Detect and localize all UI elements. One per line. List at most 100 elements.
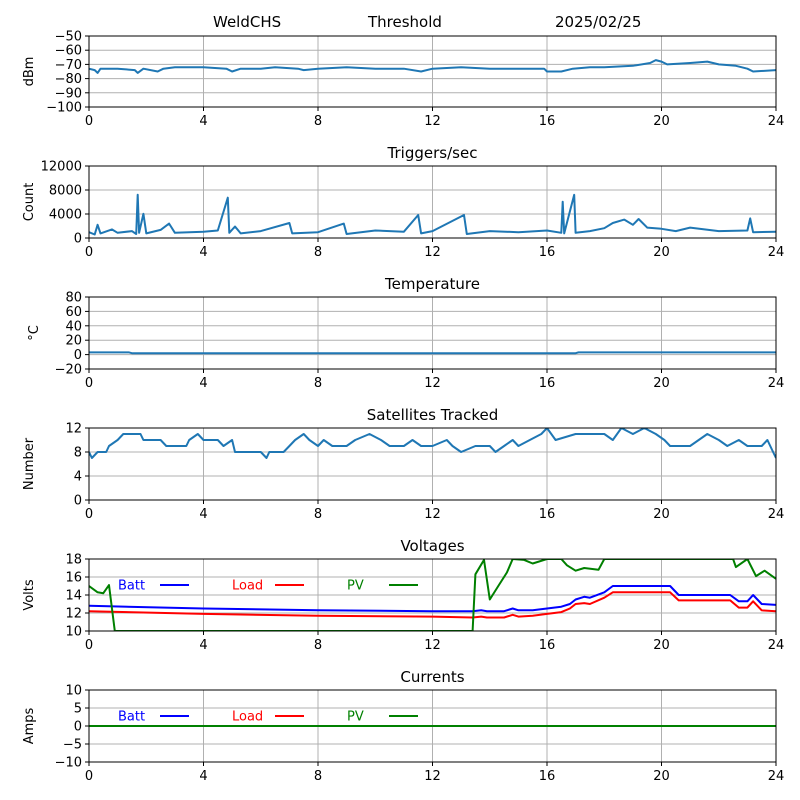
x-tick-label: 8: [314, 376, 322, 391]
y-tick-label: 5: [74, 702, 82, 717]
x-tick-label: 16: [539, 114, 556, 129]
x-tick-label: 16: [539, 638, 556, 653]
y-tick-label: 0: [74, 232, 82, 247]
panel-title: Temperature: [384, 275, 480, 293]
x-tick-label: 24: [768, 638, 785, 653]
series-line: [89, 428, 776, 459]
y-tick-label: 0: [74, 720, 82, 735]
y-axis-label: Number: [22, 437, 37, 490]
x-tick-label: 0: [85, 507, 93, 522]
x-tick-label: 20: [653, 769, 670, 784]
x-tick-label: 12: [424, 245, 441, 260]
y-tick-label: 60: [65, 305, 82, 320]
x-tick-label: 20: [653, 245, 670, 260]
series-line: [89, 59, 776, 74]
x-tick-label: 12: [424, 769, 441, 784]
header-date: 2025/02/25: [555, 13, 641, 31]
panel-title: Satellites Tracked: [367, 406, 498, 424]
y-tick-label: −70: [55, 58, 82, 73]
y-tick-label: −5: [63, 738, 82, 753]
series-line: [89, 193, 776, 236]
y-tick-label: 18: [65, 553, 82, 568]
panel-6: 0 4 8 12 16 20 24 −10 −5 0 5 10 Currents Amps Batt Load…: [22, 668, 784, 784]
y-tick-label: 10: [65, 625, 82, 640]
panel-2: 0 4 8 12 16 20 24 0 4000 8000 12000 Triggers/sec Cou…: [22, 144, 784, 260]
plot-frame: [88, 427, 777, 501]
y-tick-label: −100: [46, 101, 82, 116]
y-tick-label: 8: [74, 446, 82, 461]
x-tick-label: 24: [768, 376, 785, 391]
y-tick-label: 12000: [41, 160, 82, 175]
y-axis-label: dBm: [22, 57, 37, 87]
y-tick-label: 0: [74, 348, 82, 363]
header-mode: Threshold: [367, 13, 442, 31]
legend-label: Batt: [118, 579, 145, 594]
panel-5: 0 4 8 12 16 20 24 10 12 14 16 18 Voltages Volts Batt Lo…: [22, 537, 784, 653]
x-tick-label: 8: [314, 245, 322, 260]
x-tick-label: 24: [768, 114, 785, 129]
x-tick-label: 12: [424, 114, 441, 129]
series-line-batt: [89, 585, 776, 613]
x-tick-label: 8: [314, 769, 322, 784]
legend-label: PV: [347, 579, 364, 594]
x-tick-label: 0: [85, 638, 93, 653]
y-tick-label: 40: [65, 319, 82, 334]
panel-title: Triggers/sec: [387, 144, 478, 162]
x-tick-label: 20: [653, 114, 670, 129]
y-tick-label: 12: [65, 422, 82, 437]
y-axis-label: °C: [27, 325, 42, 341]
series-line: [89, 351, 776, 355]
legend-label: Batt: [118, 710, 145, 725]
x-tick-label: 8: [314, 638, 322, 653]
x-tick-label: 0: [85, 114, 93, 129]
x-tick-label: 8: [314, 507, 322, 522]
x-tick-label: 24: [768, 507, 785, 522]
x-tick-label: 20: [653, 376, 670, 391]
y-tick-label: 14: [65, 589, 82, 604]
panel-4: 0 4 8 12 16 20 24 0 4 8 12 Satellites Tracked Number: [22, 406, 784, 522]
x-tick-label: 4: [199, 638, 207, 653]
plot-frame: [88, 689, 777, 763]
y-tick-label: 8000: [49, 184, 82, 199]
y-tick-label: 80: [65, 291, 82, 306]
plot-frame: [88, 558, 777, 632]
x-tick-label: 16: [539, 507, 556, 522]
x-tick-label: 12: [424, 507, 441, 522]
x-tick-label: 0: [85, 376, 93, 391]
y-tick-label: 4: [74, 470, 82, 485]
y-tick-label: 20: [65, 334, 82, 349]
y-axis-label: Amps: [22, 707, 37, 744]
legend-label: PV: [347, 710, 364, 725]
x-tick-label: 12: [424, 638, 441, 653]
y-axis-label: Count: [22, 183, 37, 222]
x-tick-label: 0: [85, 245, 93, 260]
x-tick-label: 20: [653, 507, 670, 522]
x-tick-label: 4: [199, 507, 207, 522]
x-tick-label: 4: [199, 114, 207, 129]
panel-1: 0 4 8 12 16 20 24 −100−90−80−70−60−50 dBm: [22, 30, 784, 130]
x-tick-label: 16: [539, 769, 556, 784]
panel-title: Currents: [400, 668, 464, 686]
x-tick-label: 16: [539, 376, 556, 391]
x-tick-label: 12: [424, 376, 441, 391]
legend-label: Load: [232, 579, 263, 594]
y-tick-label: −50: [55, 30, 82, 45]
legend-label: Load: [232, 710, 263, 725]
plot-frame: [88, 296, 777, 370]
x-tick-label: 4: [199, 769, 207, 784]
panel-title: Voltages: [400, 537, 464, 555]
series-line-load: [89, 591, 776, 619]
x-tick-label: 4: [199, 376, 207, 391]
x-tick-label: 24: [768, 769, 785, 784]
y-axis-label: Volts: [22, 579, 37, 611]
y-tick-label: 10: [65, 684, 82, 699]
x-tick-label: 4: [199, 245, 207, 260]
plot-frame: [88, 35, 777, 108]
header-station: WeldCHS: [213, 13, 281, 31]
x-tick-label: 0: [85, 769, 93, 784]
y-tick-label: −20: [55, 363, 82, 378]
y-tick-label: 4000: [49, 208, 82, 223]
y-tick-label: 12: [65, 607, 82, 622]
